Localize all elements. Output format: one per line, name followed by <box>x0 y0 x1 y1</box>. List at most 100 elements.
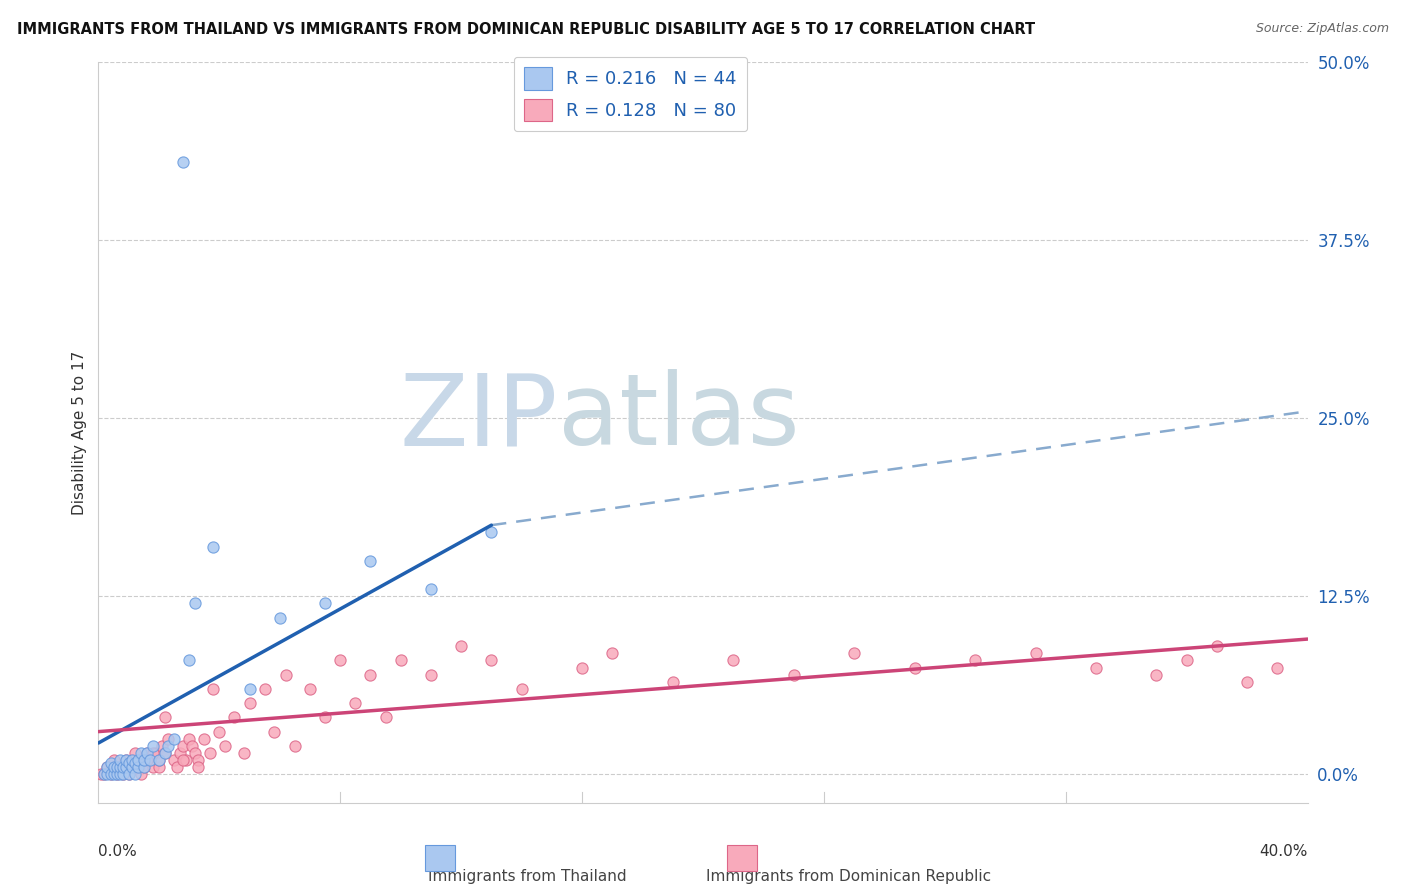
Point <box>142 746 165 760</box>
Point <box>135 746 157 760</box>
FancyBboxPatch shape <box>727 846 758 871</box>
Point <box>103 760 125 774</box>
Point <box>156 739 179 753</box>
Point <box>1236 674 1258 689</box>
Point <box>132 753 155 767</box>
Point <box>202 681 225 696</box>
Point <box>96 767 118 781</box>
Text: Source: ZipAtlas.com: Source: ZipAtlas.com <box>1256 22 1389 36</box>
Point <box>420 582 443 597</box>
Point <box>105 767 128 781</box>
Point <box>96 760 118 774</box>
Point <box>156 731 179 746</box>
Point <box>172 155 194 169</box>
Point <box>108 760 131 774</box>
Point <box>100 767 122 781</box>
Point <box>118 767 141 781</box>
Text: atlas: atlas <box>558 369 800 467</box>
Legend: R = 0.216   N = 44, R = 0.128   N = 80: R = 0.216 N = 44, R = 0.128 N = 80 <box>513 57 748 131</box>
Point <box>96 760 118 774</box>
Point <box>114 753 136 767</box>
Point <box>153 746 176 760</box>
Point <box>124 767 146 781</box>
Point <box>108 767 131 781</box>
Point <box>93 767 115 781</box>
Point <box>114 753 136 767</box>
Point <box>121 753 143 767</box>
Point <box>108 753 131 767</box>
Point <box>100 756 122 770</box>
Point <box>179 731 201 746</box>
Point <box>187 753 209 767</box>
Point <box>93 767 115 781</box>
Point <box>135 746 157 760</box>
Point <box>299 681 322 696</box>
Point <box>783 667 806 681</box>
Point <box>121 753 143 767</box>
Point <box>124 760 146 774</box>
Point <box>148 753 170 767</box>
Point <box>142 739 165 753</box>
Point <box>844 646 866 660</box>
Point <box>153 746 176 760</box>
FancyBboxPatch shape <box>425 846 456 871</box>
Point <box>965 653 987 667</box>
Point <box>314 597 336 611</box>
Point <box>374 710 396 724</box>
Point <box>118 767 141 781</box>
Point <box>145 746 167 760</box>
Point <box>111 760 134 774</box>
Point <box>124 746 146 760</box>
Point <box>181 739 204 753</box>
Point <box>263 724 285 739</box>
Point <box>1175 653 1198 667</box>
Point <box>239 696 262 710</box>
Point <box>224 710 246 724</box>
Point <box>114 760 136 774</box>
Point <box>118 756 141 770</box>
Point <box>163 731 186 746</box>
Point <box>314 710 336 724</box>
Point <box>132 760 155 774</box>
Point <box>90 767 112 781</box>
Point <box>127 760 149 774</box>
Point <box>360 667 382 681</box>
Point <box>214 739 236 753</box>
Point <box>1085 660 1108 674</box>
Point <box>100 767 122 781</box>
Point <box>1206 639 1229 653</box>
Point <box>450 639 472 653</box>
Point <box>200 746 222 760</box>
Text: 0.0%: 0.0% <box>98 844 138 858</box>
Point <box>571 660 593 674</box>
Point <box>139 753 162 767</box>
Point <box>111 767 134 781</box>
Point <box>420 667 443 681</box>
Point <box>148 753 170 767</box>
Point <box>661 674 683 689</box>
Point <box>172 753 194 767</box>
Point <box>179 653 201 667</box>
Point <box>127 753 149 767</box>
Point <box>153 710 176 724</box>
Point <box>389 653 412 667</box>
Point <box>163 753 186 767</box>
Text: IMMIGRANTS FROM THAILAND VS IMMIGRANTS FROM DOMINICAN REPUBLIC DISABILITY AGE 5 : IMMIGRANTS FROM THAILAND VS IMMIGRANTS F… <box>17 22 1035 37</box>
Point <box>253 681 276 696</box>
Point <box>103 760 125 774</box>
Point <box>284 739 307 753</box>
Point <box>127 760 149 774</box>
Point <box>723 653 745 667</box>
Point <box>172 739 194 753</box>
Point <box>193 731 215 746</box>
Point <box>129 746 152 760</box>
Point <box>602 646 624 660</box>
Point <box>118 760 141 774</box>
Text: ZIP: ZIP <box>399 369 558 467</box>
Point <box>202 540 225 554</box>
Point <box>135 753 157 767</box>
Point <box>169 746 191 760</box>
Point <box>232 746 254 760</box>
Point <box>132 760 155 774</box>
Point <box>103 753 125 767</box>
